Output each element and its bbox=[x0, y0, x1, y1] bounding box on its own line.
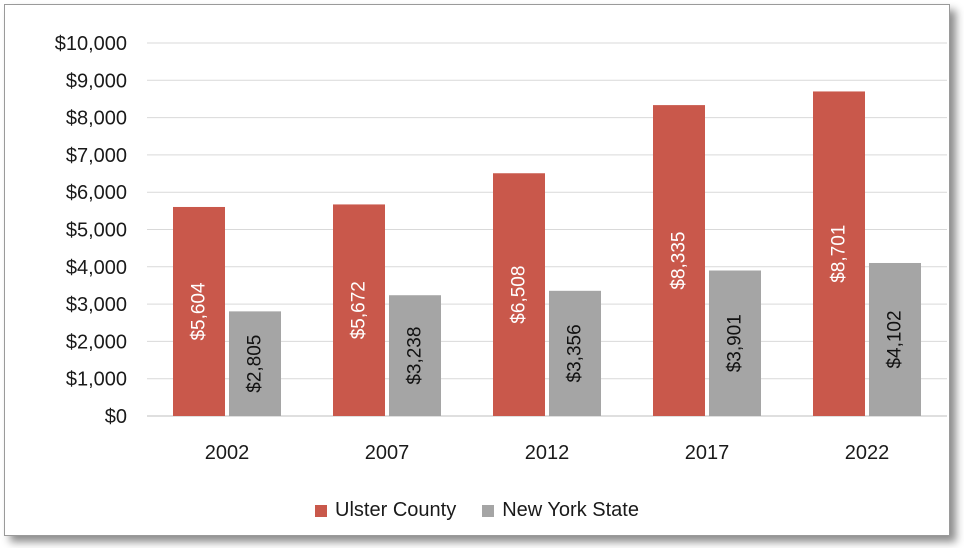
y-tick-label: $3,000 bbox=[66, 294, 127, 316]
x-axis-tick-labels: 2002 2007 2012 2017 2022 bbox=[205, 442, 890, 464]
data-label: $5,672 bbox=[349, 281, 370, 339]
legend-label-new-york-state: New York State bbox=[502, 499, 639, 521]
y-tick-label: $4,000 bbox=[66, 257, 127, 279]
y-tick-label: $5,000 bbox=[66, 220, 127, 242]
legend-label-ulster-county: Ulster County bbox=[335, 499, 457, 521]
bar-new-york-state bbox=[389, 295, 441, 416]
data-label: $5,604 bbox=[189, 282, 210, 341]
legend-item-ulster-county: Ulster County bbox=[315, 499, 456, 522]
legend-swatch-new-york-state bbox=[482, 504, 495, 517]
bar-ulster-county bbox=[493, 173, 545, 416]
data-label: $8,701 bbox=[829, 225, 850, 283]
bar-ulster-county bbox=[173, 206, 225, 416]
legend: Ulster County New York State bbox=[5, 499, 949, 522]
x-tick-label: 2007 bbox=[365, 442, 410, 464]
y-tick-label: $10,000 bbox=[55, 33, 127, 55]
bar-new-york-state bbox=[869, 262, 921, 416]
bar-new-york-state bbox=[549, 290, 601, 416]
y-axis-tick-labels: $0 $1,000 $2,000 $3,000 $4,000 $5,000 $6,000 $7… bbox=[55, 33, 127, 428]
x-tick-label: 2012 bbox=[525, 442, 570, 464]
y-tick-label: $1,000 bbox=[66, 369, 127, 391]
x-tick-label: 2017 bbox=[685, 442, 730, 464]
data-label: $8,335 bbox=[669, 231, 690, 289]
data-label: $3,356 bbox=[565, 324, 586, 382]
bar-chart: $0 $1,000 $2,000 $3,000 $4,000 $5,000 $6,000 $7… bbox=[55, 33, 947, 464]
y-tick-label: $6,000 bbox=[66, 182, 127, 204]
y-tick-label: $0 bbox=[105, 406, 127, 428]
data-label: $3,901 bbox=[725, 314, 746, 372]
legend-item-new-york-state: New York State bbox=[482, 499, 639, 522]
bars: $5,604 $2,805 $5,672 $3,238 $6,508 $3,356 $8,3… bbox=[173, 91, 921, 417]
legend-swatch-ulster-county bbox=[315, 504, 328, 517]
bar-new-york-state bbox=[229, 311, 281, 416]
y-tick-label: $7,000 bbox=[66, 145, 127, 167]
x-tick-label: 2002 bbox=[205, 442, 250, 464]
y-tick-label: $8,000 bbox=[66, 108, 127, 130]
data-label: $6,508 bbox=[509, 266, 530, 324]
x-tick-label: 2022 bbox=[845, 442, 890, 464]
bar-ulster-county bbox=[653, 105, 705, 417]
data-label: $2,805 bbox=[245, 335, 266, 393]
data-label: $3,238 bbox=[405, 327, 426, 385]
bar-new-york-state bbox=[709, 270, 761, 416]
bar-ulster-county bbox=[813, 91, 865, 416]
bar-ulster-county bbox=[333, 204, 385, 416]
data-label: $4,102 bbox=[885, 310, 906, 368]
y-tick-label: $9,000 bbox=[66, 70, 127, 92]
chart-frame: $0 $1,000 $2,000 $3,000 $4,000 $5,000 $6,000 $7… bbox=[4, 4, 950, 536]
y-tick-label: $2,000 bbox=[66, 331, 127, 353]
